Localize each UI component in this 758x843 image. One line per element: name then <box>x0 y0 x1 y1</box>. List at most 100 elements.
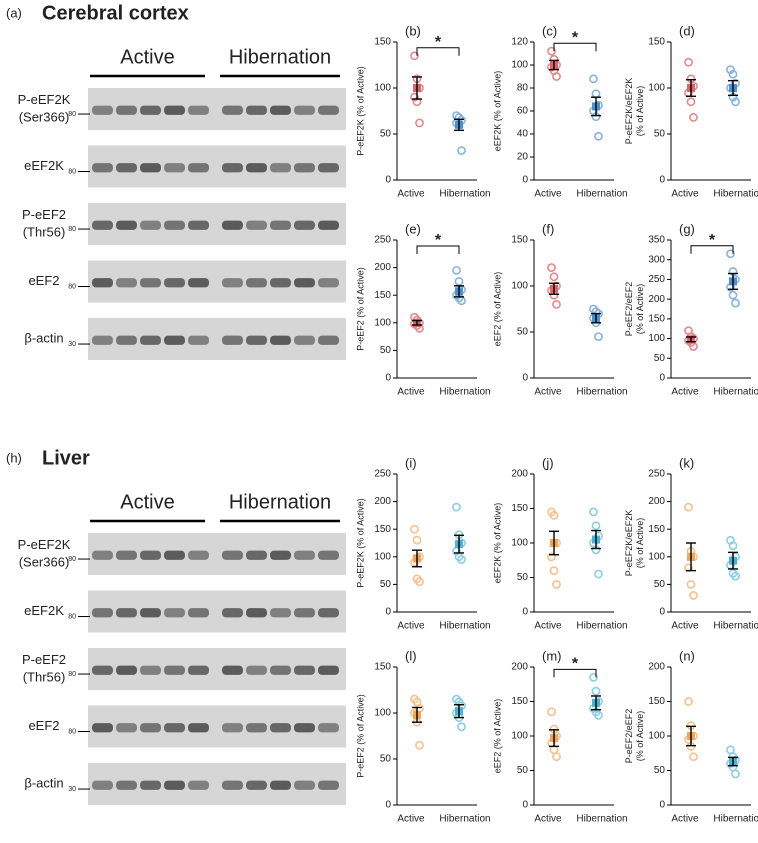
blot-band <box>222 780 243 790</box>
y-tick-label: 150 <box>648 37 665 48</box>
blot-band <box>318 550 339 560</box>
blot-row-label: P-eEF2K <box>18 92 71 107</box>
blot-band <box>164 608 185 618</box>
y-tick-label: 150 <box>511 503 528 514</box>
blot-band <box>188 278 209 288</box>
data-point <box>552 752 561 762</box>
data-point <box>594 131 603 141</box>
blot-band <box>294 335 315 345</box>
blot-band <box>222 105 243 115</box>
y-tick-label: 300 <box>648 254 665 265</box>
data-point <box>684 57 693 67</box>
y-tick-label: 0 <box>522 373 528 384</box>
blot-band <box>188 723 209 733</box>
data-point <box>412 535 422 545</box>
y-tick-label: 40 <box>517 129 529 140</box>
blot-band <box>140 608 161 618</box>
x-tick-label: Active <box>397 189 425 200</box>
y-tick-label: 100 <box>511 60 528 71</box>
y-tick-label: 0 <box>385 800 391 811</box>
blot-band <box>222 608 243 618</box>
x-tick-label: Hibernation <box>439 814 490 825</box>
y-tick-label: 100 <box>648 731 665 742</box>
data-point <box>731 769 740 779</box>
blot-band <box>318 278 339 288</box>
blot-band <box>222 335 243 345</box>
y-tick-label: 80 <box>517 83 529 94</box>
x-tick-label: Active <box>397 814 425 825</box>
blot-band <box>246 550 267 560</box>
data-point <box>686 580 696 589</box>
mw-marker: 80 <box>68 168 76 175</box>
blot-band <box>116 665 137 675</box>
blot-band <box>116 608 137 618</box>
blot-band <box>246 780 267 790</box>
x-tick-label: Hibernation <box>576 621 627 632</box>
x-tick-label: Hibernation <box>576 387 627 398</box>
data-point <box>728 290 738 300</box>
group-label: Active <box>120 46 174 68</box>
significance-mark: * <box>572 29 579 46</box>
blot-band <box>294 105 315 115</box>
data-point <box>552 299 561 309</box>
blot-band <box>270 220 291 230</box>
blot-band <box>246 608 267 618</box>
panel-label: (b) <box>405 23 421 38</box>
blot-band <box>270 335 291 345</box>
y-tick-label: 50 <box>517 572 529 583</box>
y-tick-label: 100 <box>374 708 391 719</box>
data-point <box>594 569 603 579</box>
group-label: Hibernation <box>229 46 331 68</box>
y-tick-label: 50 <box>517 327 529 338</box>
blot-band <box>92 220 113 230</box>
blot-band <box>246 163 267 173</box>
blot-band <box>92 278 113 288</box>
blot-row-label: P-eEF2 <box>22 652 66 667</box>
mw-marker: 30 <box>68 341 76 348</box>
blot-band <box>164 780 185 790</box>
blot-band <box>246 105 267 115</box>
y-tick-label: 150 <box>648 313 665 324</box>
x-tick-label: Hibernation <box>713 189 758 200</box>
data-point <box>684 697 693 706</box>
blot-band <box>164 723 185 733</box>
blot-band <box>222 163 243 173</box>
panel-label: (e) <box>405 221 421 236</box>
blot-band <box>92 550 113 560</box>
y-tick-label: 150 <box>511 696 528 707</box>
blot-band <box>188 550 209 560</box>
blot-band <box>140 105 161 115</box>
data-point <box>589 74 598 84</box>
blot-band <box>270 665 291 675</box>
y-tick-label: 150 <box>648 524 665 535</box>
y-tick-label: 0 <box>522 800 528 811</box>
data-point <box>547 46 556 56</box>
blot-band <box>222 278 243 288</box>
y-axis-label: P-eEF2K/eEF2K <box>624 78 634 145</box>
x-tick-label: Active <box>534 621 562 632</box>
blot-row-label: P-eEF2K <box>18 537 71 552</box>
y-tick-label: 250 <box>374 235 391 246</box>
blot-band <box>318 163 339 173</box>
blot-band <box>294 780 315 790</box>
y-axis-label: eEF2 (% of Active) <box>492 272 502 347</box>
y-tick-label: 200 <box>374 496 391 507</box>
panel-title: Cerebral cortex <box>42 2 189 24</box>
y-tick-label: 0 <box>385 373 391 384</box>
blot-band <box>116 550 137 560</box>
y-tick-label: 50 <box>380 129 392 140</box>
mw-marker: 80 <box>68 111 76 118</box>
blot-band <box>116 220 137 230</box>
blot-band <box>318 665 339 675</box>
x-tick-label: Hibernation <box>439 189 490 200</box>
x-tick-label: Hibernation <box>576 189 627 200</box>
data-point <box>410 524 419 534</box>
blot-band <box>318 608 339 618</box>
blot-band <box>222 220 243 230</box>
blot-row-site: (Ser366) <box>19 110 70 125</box>
blot-band <box>164 105 185 115</box>
data-point <box>731 298 740 308</box>
mw-marker: 30 <box>68 786 76 793</box>
data-point <box>684 502 693 512</box>
panel-label: (h) <box>6 450 22 465</box>
